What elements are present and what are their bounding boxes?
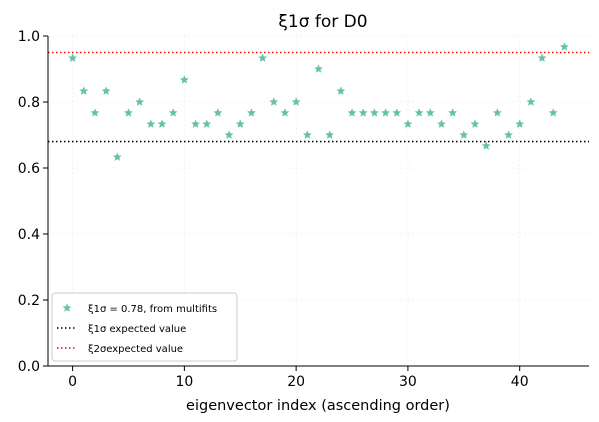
y-tick-label: 0.0 <box>18 359 40 375</box>
data-point <box>548 108 558 117</box>
x-tick-label: 0 <box>68 374 77 390</box>
y-tick-label: 0.4 <box>18 227 40 243</box>
ticks: 0 10 20 30 40 0.0 0.2 0.4 0.6 0.8 1.0 <box>18 29 529 390</box>
data-point <box>515 119 525 128</box>
y-tick-label: 0.6 <box>18 161 40 177</box>
data-point <box>191 119 201 128</box>
legend-label-series: ξ1σ = 0.78, from multifits <box>88 304 217 315</box>
data-point <box>146 119 156 128</box>
data-point <box>123 108 133 117</box>
data-point <box>168 108 178 117</box>
y-tick-label: 1.0 <box>18 29 40 45</box>
grid <box>48 35 589 367</box>
data-point <box>101 86 111 95</box>
data-point <box>68 53 78 62</box>
data-point <box>358 108 368 117</box>
y-tick-label: 0.8 <box>18 95 40 111</box>
data-point <box>269 97 279 106</box>
data-point <box>246 108 256 117</box>
data-point <box>280 108 290 117</box>
y-tick-label: 0.2 <box>18 293 40 309</box>
x-tick-label: 30 <box>399 374 417 390</box>
data-point <box>459 130 469 139</box>
data-point <box>436 119 446 128</box>
legend-marker-star <box>62 303 72 312</box>
data-points <box>68 42 569 161</box>
data-point <box>325 130 335 139</box>
data-point <box>291 97 301 106</box>
data-point <box>470 119 480 128</box>
data-point <box>347 108 357 117</box>
x-tick-label: 40 <box>511 374 529 390</box>
data-point <box>90 108 100 117</box>
legend-frame <box>51 292 238 362</box>
data-point <box>224 130 234 139</box>
data-point <box>492 108 502 117</box>
chart-title: ξ1σ for D0 <box>278 12 367 32</box>
data-point <box>202 119 212 128</box>
data-point <box>213 108 223 117</box>
data-point <box>425 108 435 117</box>
data-point <box>258 53 268 62</box>
data-point <box>403 119 413 128</box>
data-point <box>157 119 167 128</box>
data-point <box>537 53 547 62</box>
data-point <box>481 141 491 150</box>
data-point <box>112 152 122 161</box>
data-point <box>179 75 189 84</box>
axes <box>47 36 589 367</box>
data-point <box>414 108 424 117</box>
legend-label-2sigma: ξ2σexpected value <box>88 344 183 355</box>
data-point <box>504 130 514 139</box>
x-tick-label: 10 <box>175 374 193 390</box>
legend-label-1sigma: ξ1σ expected value <box>88 324 186 335</box>
data-point <box>369 108 379 117</box>
data-point <box>314 64 323 73</box>
data-point <box>448 108 458 117</box>
data-point <box>235 119 245 128</box>
x-axis-label: eigenvector index (ascending order) <box>186 398 450 414</box>
legend: ξ1σ = 0.78, from multifits ξ1σ expected … <box>51 292 238 362</box>
data-point <box>559 42 569 51</box>
data-point <box>135 97 145 106</box>
data-point <box>381 108 391 117</box>
data-point <box>302 130 312 139</box>
data-point <box>392 108 402 117</box>
legend-star <box>62 303 72 312</box>
data-point <box>526 97 536 106</box>
x-tick-label: 20 <box>287 374 305 390</box>
data-point <box>336 86 346 95</box>
data-point <box>79 86 89 95</box>
